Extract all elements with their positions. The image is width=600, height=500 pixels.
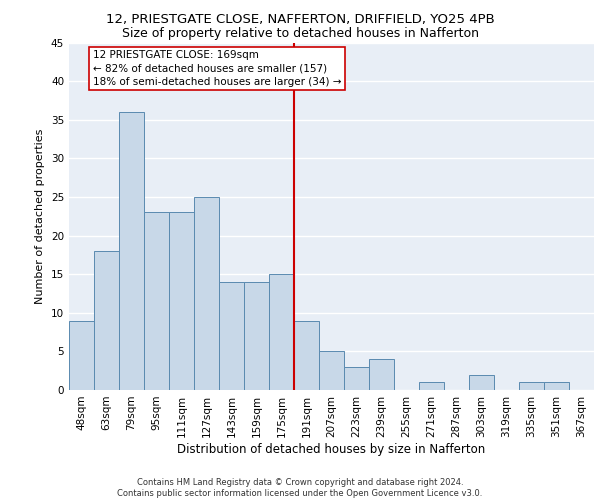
Bar — [169, 212, 194, 390]
Bar — [369, 359, 394, 390]
Bar — [194, 197, 219, 390]
Bar — [219, 282, 244, 390]
Bar — [469, 374, 494, 390]
Bar — [519, 382, 544, 390]
Bar — [244, 282, 269, 390]
Text: Contains HM Land Registry data © Crown copyright and database right 2024.
Contai: Contains HM Land Registry data © Crown c… — [118, 478, 482, 498]
Bar — [119, 112, 144, 390]
Text: Size of property relative to detached houses in Nafferton: Size of property relative to detached ho… — [121, 28, 479, 40]
Bar — [269, 274, 294, 390]
Text: 12 PRIESTGATE CLOSE: 169sqm
← 82% of detached houses are smaller (157)
18% of se: 12 PRIESTGATE CLOSE: 169sqm ← 82% of det… — [93, 50, 341, 86]
Bar — [419, 382, 444, 390]
Bar — [319, 352, 344, 390]
Bar — [144, 212, 169, 390]
Bar — [344, 367, 369, 390]
X-axis label: Distribution of detached houses by size in Nafferton: Distribution of detached houses by size … — [178, 442, 485, 456]
Bar — [294, 320, 319, 390]
Bar — [94, 251, 119, 390]
Text: 12, PRIESTGATE CLOSE, NAFFERTON, DRIFFIELD, YO25 4PB: 12, PRIESTGATE CLOSE, NAFFERTON, DRIFFIE… — [106, 12, 494, 26]
Bar — [544, 382, 569, 390]
Y-axis label: Number of detached properties: Number of detached properties — [35, 128, 46, 304]
Bar — [69, 320, 94, 390]
